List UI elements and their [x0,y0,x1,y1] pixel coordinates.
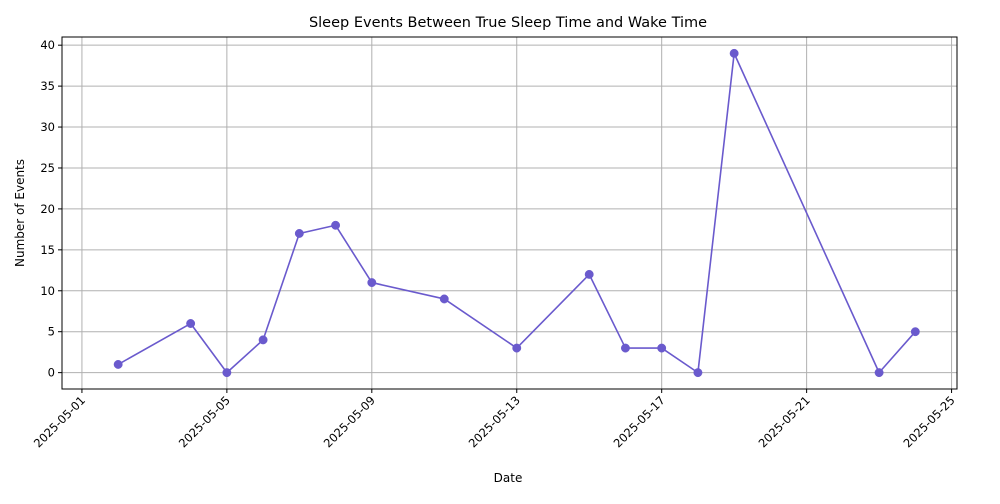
data-point [331,220,341,230]
data-point [294,229,304,238]
y-tick-label: 30 [40,120,55,134]
y-tick-label: 0 [48,366,55,380]
x-tick-label: 2025-05-05 [176,393,233,450]
series-layer [113,48,920,378]
data-point [367,278,377,288]
x-tick-label: 2025-05-25 [901,393,958,450]
x-tick-label: 2025-05-21 [756,393,813,450]
data-point [258,335,268,345]
plot-frame [61,36,958,390]
y-tick-label: 20 [40,202,55,216]
data-point [729,48,739,58]
y-tick-label: 25 [40,161,55,175]
y-tick-label: 15 [40,243,55,257]
y-tick-label: 35 [40,79,55,93]
data-point [512,343,522,353]
data-point [222,368,232,378]
y-tick-label: 5 [48,325,55,339]
data-point [113,359,123,369]
x-axis-label: Date [494,471,523,485]
axes: 2025-05-01 2025-05-05 2025-05-09 2025-05-13… [31,36,958,450]
x-tick-label: 2025-05-01 [31,393,88,450]
data-point [439,294,449,304]
data-point [186,319,196,328]
data-point [910,327,920,337]
data-point [693,368,703,378]
data-point [874,368,884,378]
data-point [621,343,630,353]
chart-title: Sleep Events Between True Sleep Time and… [309,15,707,31]
x-tick-label: 2025-05-17 [611,393,668,450]
y-axis-label: Number of Events [13,159,27,267]
y-tick-label: 10 [40,284,55,298]
y-tick-label: 40 [40,38,55,52]
data-point [657,343,667,353]
series-line [117,52,916,374]
x-tick-label: 2025-05-09 [321,393,378,450]
grid [62,37,957,389]
data-point [584,269,594,279]
x-tick-label: 2025-05-13 [466,393,523,450]
